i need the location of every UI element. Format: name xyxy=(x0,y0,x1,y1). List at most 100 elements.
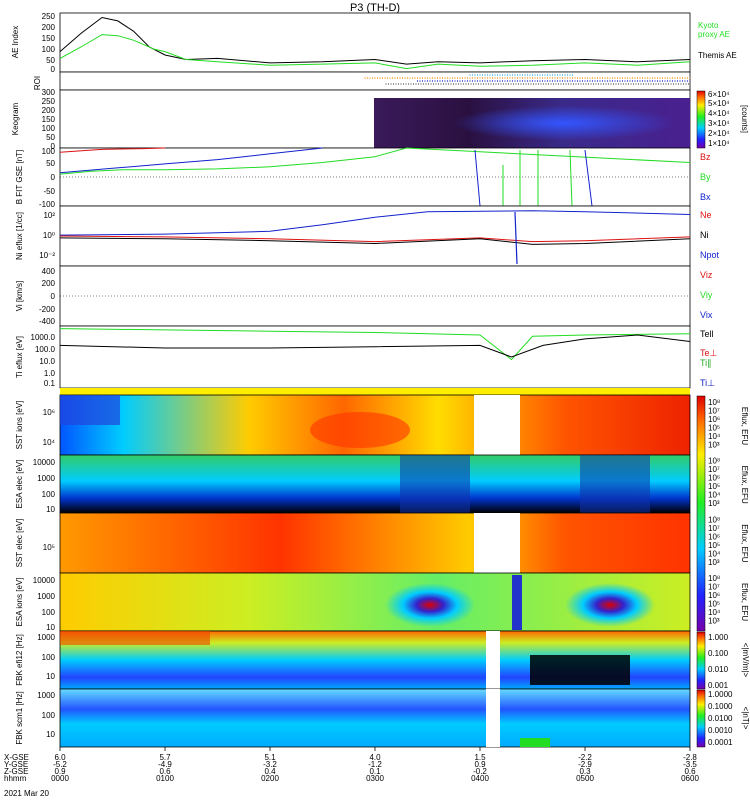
eflux-cb-label: 10⁵ xyxy=(708,541,720,550)
vi-ytick: 0 xyxy=(51,292,56,301)
time-axis-value: -2.8 xyxy=(683,753,697,762)
ti-line-te xyxy=(59,334,691,358)
fbk-e-gap xyxy=(486,631,500,689)
eflux-cb-label: 10³ xyxy=(708,499,720,508)
eflux-cb-label: 10⁸ xyxy=(708,515,720,524)
esa-elec-ytick: 1000 xyxy=(37,474,55,483)
sst-elec-ylabel: SST elec [eV] xyxy=(15,519,24,568)
ae-ytick: 0 xyxy=(51,65,56,74)
time-axis-value: -3.2 xyxy=(263,760,277,769)
esa-ion-ytick: 100 xyxy=(42,608,56,617)
eflux-cb-label: 10⁴ xyxy=(708,491,721,500)
density-line-npot xyxy=(59,237,691,245)
sst-ion-low-patch xyxy=(60,395,120,425)
roi-bars xyxy=(364,74,690,85)
time-axis-value: 0.4 xyxy=(264,767,276,776)
time-axis-value: 0.9 xyxy=(474,760,486,769)
ae-ytick: 200 xyxy=(42,23,56,32)
time-axis-value: 5.1 xyxy=(264,753,276,762)
ae-ytick: 50 xyxy=(46,56,55,65)
fbk-e-ytick: 100 xyxy=(42,653,56,662)
density-ylabel: Ni eflux [1/cc] xyxy=(15,212,24,260)
sst-elec-gap xyxy=(474,513,520,573)
eflux-cb-label: 10⁶ xyxy=(708,532,720,541)
fbk-b-cb-label: 0.0100 xyxy=(708,714,733,723)
esa-elec-ytick: 100 xyxy=(42,490,56,499)
keogram-cb-label: 1×10⁴ xyxy=(708,139,730,148)
sst-ion-gap xyxy=(474,395,520,455)
eflux-cb-label: 10⁷ xyxy=(708,407,720,416)
bfield-line-bx xyxy=(59,147,323,174)
keogram-colorbar xyxy=(696,90,706,149)
time-axis-value: 0100 xyxy=(156,774,174,783)
density-legend-npot: Npot xyxy=(700,250,720,260)
esa-ion-ylabel: ESA ions [eV] xyxy=(15,578,24,627)
fbk-b-cb-label: 0.1000 xyxy=(708,702,733,711)
bfield-ytick: -50 xyxy=(43,187,55,196)
time-axis-value: -4.9 xyxy=(158,760,172,769)
vi-panel: Vi [km/s] 400 200 0 -200 -400 Viz Viy Vi… xyxy=(15,265,713,327)
eflux-cb-label: 10⁷ xyxy=(708,465,720,474)
time-axis-value: 0.1 xyxy=(369,767,381,776)
ae-ylabel: AE Index xyxy=(11,26,20,58)
ti-ytick: 0.1 xyxy=(44,379,56,388)
eflux-cb-label: 10⁴ xyxy=(708,432,721,441)
eflux-cb-label: 10³ xyxy=(708,441,720,450)
fbk-e-dark-region xyxy=(530,655,630,685)
eflux-cb-label: 10⁵ xyxy=(708,482,720,491)
fbk-b-colorbar xyxy=(696,689,706,748)
eflux-cb-unit: Eflux, EFU xyxy=(740,583,749,621)
eflux-cb-label: 10⁸ xyxy=(708,398,720,407)
ae-line-themis-ae xyxy=(59,16,691,65)
ae-ytick: 150 xyxy=(42,34,56,43)
density-frame xyxy=(59,205,691,267)
vi-legend-viy: Viy xyxy=(700,290,713,300)
keogram-ytick: 200 xyxy=(42,106,56,115)
eflux-cb-label: 10⁶ xyxy=(708,591,720,600)
ae-series-lines xyxy=(59,16,691,70)
roi-panel: ROI xyxy=(33,71,691,91)
keogram-cb-unit: [counts] xyxy=(740,105,749,133)
ae-line-kyoto-proxy-ae xyxy=(59,34,691,70)
time-axis-value: 0300 xyxy=(366,774,384,783)
sst-ion-ytick: 10⁴ xyxy=(43,438,56,447)
time-axis-value: 4.0 xyxy=(369,753,381,762)
sst-elec-spectrogram xyxy=(59,512,691,574)
time-axis-value: -5.2 xyxy=(53,760,67,769)
vi-legend-viz: Viz xyxy=(700,270,713,280)
bfield-spike xyxy=(584,149,593,207)
time-axis-value: 0000 xyxy=(51,774,69,783)
keogram-ytick: 150 xyxy=(42,115,56,124)
keogram-ytick: 100 xyxy=(42,124,56,133)
esa-elec-ytick: 10 xyxy=(46,505,55,514)
eflux-cb-label: 10⁴ xyxy=(708,608,721,617)
time-axis-row-label: Z-GSE xyxy=(4,767,28,776)
time-axis-value: 0.6 xyxy=(159,767,171,776)
bfield-ylabel: B FIT GSE [nT] xyxy=(15,150,24,205)
keogram-ytick: 250 xyxy=(42,97,56,106)
bfield-legend-bz: Bz xyxy=(700,152,711,162)
esa-ion-ytick: 10 xyxy=(46,623,55,632)
ti-ytick: 100.0 xyxy=(35,345,56,354)
bfield-legend-bx: Bx xyxy=(700,192,711,202)
fbk-e-cb-label: 1.000 xyxy=(708,633,729,642)
time-axis-value: 6.0 xyxy=(54,753,66,762)
keogram-cb-label: 3×10⁴ xyxy=(708,119,730,128)
fbk-b-cb-label: 0.0001 xyxy=(708,738,733,747)
fbk-e-ytick: 10 xyxy=(46,672,55,681)
time-axis-row-label: Y-GSE xyxy=(4,760,28,769)
eflux-cb-label: 10⁶ xyxy=(708,415,720,424)
keogram-ytick: 300 xyxy=(42,88,56,97)
bfield-ytick: 100 xyxy=(42,147,56,156)
ti-ytick: 1000.0 xyxy=(31,333,56,342)
time-axis-value: -1.2 xyxy=(368,760,382,769)
eflux-cb-label: 10⁷ xyxy=(708,524,720,533)
fbk-b-ytick: 100 xyxy=(42,711,56,720)
ti-legend-teperp: Te⊥ xyxy=(700,348,718,358)
esa-elec-ylabel: ESA elec [eV] xyxy=(15,460,24,509)
eflux-cb-label: 10⁸ xyxy=(708,457,720,466)
fbk-e-cb-label: 0.010 xyxy=(708,665,729,674)
density-legend-ni: Ni xyxy=(700,230,709,240)
time-axis-value: 5.7 xyxy=(159,753,171,762)
